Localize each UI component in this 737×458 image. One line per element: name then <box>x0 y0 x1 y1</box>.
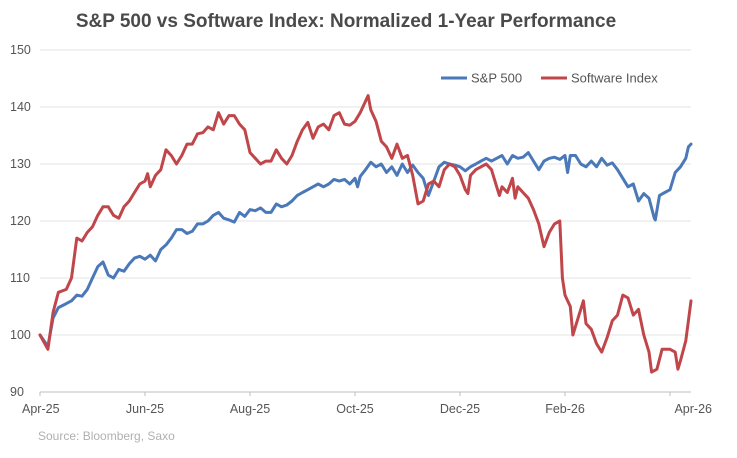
x-axis: Apr-25 Jun-25 Aug-25 Oct-25 Dec-25 Feb-26 Apr-… <box>22 392 712 416</box>
y-tick-label: 100 <box>10 328 31 342</box>
source-note: Source: Bloomberg, Saxo <box>38 429 175 443</box>
y-tick-label: 150 <box>10 43 31 57</box>
y-tick-label: 120 <box>10 214 31 228</box>
y-axis: 90 100 110 120 130 140 150 <box>10 43 31 399</box>
plot-area <box>38 94 693 374</box>
series-line-s-p-500 <box>38 142 693 348</box>
x-tick-label: Feb-26 <box>545 402 585 416</box>
y-tick-label: 130 <box>10 157 31 171</box>
y-tick-label: 90 <box>10 385 24 399</box>
legend-label: Software Index <box>571 71 658 86</box>
x-tick-label: Jun-25 <box>126 402 164 416</box>
x-tick-label: Apr-25 <box>22 402 60 416</box>
legend-label: S&P 500 <box>471 71 522 86</box>
chart-title: S&P 500 vs Software Index: Normalized 1-… <box>76 11 616 32</box>
x-tick-label: Apr-26 <box>674 402 712 416</box>
legend: S&P 500 Software Index <box>441 71 658 86</box>
grid-lines <box>40 49 691 393</box>
series-line-software-index <box>38 94 693 374</box>
y-tick-label: 110 <box>10 271 30 285</box>
y-tick-label: 140 <box>10 100 31 114</box>
x-tick-label: Aug-25 <box>230 402 270 416</box>
x-tick-label: Dec-25 <box>440 402 480 416</box>
x-tick-label: Oct-25 <box>336 402 374 416</box>
